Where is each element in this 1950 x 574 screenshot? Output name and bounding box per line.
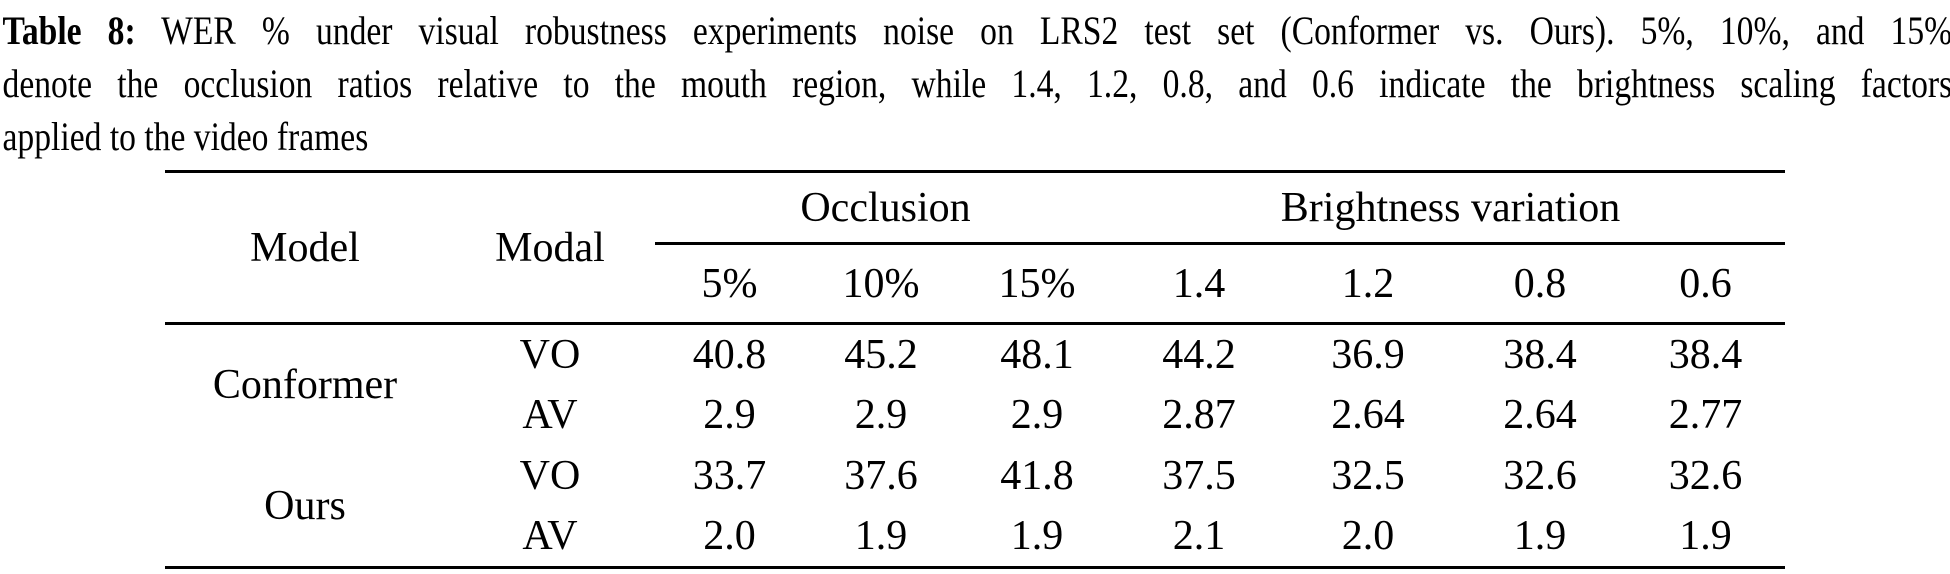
subheader-brightness-1-2: 1.2 [1282, 243, 1454, 325]
wer-value: 40.8 [692, 331, 767, 378]
caption-line-3: applied to the video frames [2, 114, 369, 159]
wer-value: 32.6 [1503, 453, 1577, 499]
group-header-brightness: Brightness variation [1116, 171, 1786, 245]
row-label-conformer: Conformer [212, 362, 398, 409]
wer-value: 38.4 [1668, 331, 1743, 378]
subheader-occlusion-5pct: 5% [655, 243, 804, 325]
wer-value: 44.2 [1162, 331, 1236, 378]
caption-text: WER % under visual robustness experiment… [161, 8, 1950, 53]
wer-value: 36.9 [1331, 331, 1405, 378]
subheader-occlusion-15pct: 15% [958, 243, 1116, 325]
wer-value: 2.1 [1172, 513, 1226, 560]
wer-value: 2.64 [1503, 392, 1577, 438]
subheader-brightness-0-8: 0.8 [1454, 243, 1626, 325]
modal-cell: AV [522, 392, 578, 438]
results-table-container: Model Modal Occlusion Brightness variati… [165, 170, 1786, 569]
wer-value: 1.9 [1679, 513, 1732, 560]
wer-value: 2.87 [1162, 392, 1236, 438]
wer-value: 2.9 [854, 392, 908, 438]
subheader-occlusion-10pct: 10% [804, 243, 958, 325]
subheader-brightness-0-6: 0.6 [1626, 243, 1786, 325]
wer-value: 1.9 [1010, 513, 1064, 560]
results-table: Model Modal Occlusion Brightness variati… [165, 170, 1786, 569]
wer-value: 2.9 [703, 392, 756, 438]
modal-cell: AV [522, 513, 578, 560]
wer-value: 2.64 [1331, 392, 1405, 438]
modal-cell: VO [519, 453, 581, 499]
wer-value: 2.9 [1010, 392, 1064, 438]
wer-value: 37.5 [1162, 453, 1236, 499]
caption-label: Table 8: [2, 8, 136, 53]
wer-value: 32.5 [1331, 453, 1405, 499]
row-label-ours: Ours [264, 482, 346, 529]
wer-value: 38.4 [1503, 331, 1577, 378]
table-caption: Table 8: WER % under visual robustness e… [0, 0, 1950, 163]
wer-value: 1.9 [1513, 513, 1567, 560]
subheader-brightness-1-4: 1.4 [1116, 243, 1282, 325]
modal-cell: VO [519, 331, 581, 378]
col-header-model: Model [165, 171, 445, 325]
wer-value: 41.8 [1000, 453, 1074, 499]
caption-line-1: Table 8: WER % under visual robustness e… [3, 4, 1950, 57]
wer-value: 37.6 [844, 453, 918, 499]
col-header-modal: Modal [445, 171, 655, 325]
group-header-occlusion: Occlusion [655, 171, 1116, 245]
wer-value: 1.9 [854, 513, 908, 560]
caption-line-2: denote the occlusion ratios relative to … [2, 61, 1950, 106]
wer-value: 2.77 [1668, 392, 1743, 438]
wer-value: 32.6 [1668, 453, 1743, 499]
wer-value: 45.2 [844, 331, 918, 378]
wer-value: 2.0 [703, 513, 756, 560]
wer-value: 33.7 [692, 453, 767, 499]
wer-value: 2.0 [1341, 513, 1395, 560]
wer-value: 48.1 [1000, 331, 1074, 378]
